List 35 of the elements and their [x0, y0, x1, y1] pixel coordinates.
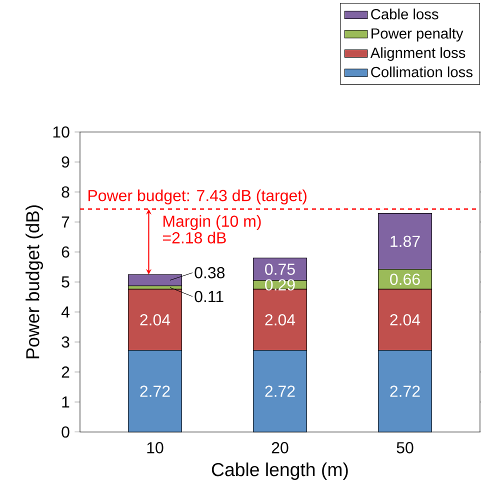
y-tick-label: 2 — [62, 366, 69, 378]
x-axis-title: Cable length (m) — [212, 462, 348, 480]
y-axis-title: Power budget (dB) — [25, 205, 43, 358]
data-label: 2.04 — [390, 314, 420, 326]
data-label: 2.04 — [265, 314, 295, 326]
y-tick-label: 6 — [62, 246, 70, 258]
legend-label: Cable loss — [370, 8, 438, 20]
legend-label: Power penalty — [371, 28, 464, 42]
data-label: 2.72 — [265, 386, 295, 397]
y-tick-label: 8 — [62, 186, 70, 198]
y-tick-label: 10 — [53, 126, 70, 138]
data-label: 0.66 — [390, 274, 420, 285]
data-label: 0.75 — [264, 264, 295, 275]
y-tick-label: 9 — [62, 156, 70, 168]
annotation: Margin (10 m) — [163, 215, 261, 230]
y-tick-label: 7 — [62, 216, 69, 228]
x-tick-label: 10 — [147, 442, 164, 454]
legend-label: Collimation loss — [370, 66, 472, 78]
data-label: 0.29 — [264, 279, 295, 291]
data-label: 0.38 — [194, 267, 224, 278]
legend-label: Alignment loss — [370, 47, 466, 61]
data-label: 2.04 — [140, 314, 170, 326]
data-label: 2.72 — [140, 386, 170, 397]
data-label: 0.11 — [194, 290, 224, 302]
ref-line-label: Power budget: 7.43 dB (target) — [88, 189, 306, 204]
data-label: 2.72 — [390, 386, 420, 397]
data-label: 1.87 — [390, 236, 420, 247]
y-tick-label: 0 — [62, 426, 70, 438]
annotation: =2.18 dB — [162, 232, 226, 244]
y-tick-label: 5 — [62, 276, 70, 288]
x-tick-label: 20 — [272, 442, 288, 454]
y-tick-label: 3 — [62, 336, 70, 348]
y-tick-label: 1 — [62, 396, 70, 408]
x-tick-label: 50 — [396, 442, 414, 454]
y-tick-label: 4 — [61, 306, 70, 318]
